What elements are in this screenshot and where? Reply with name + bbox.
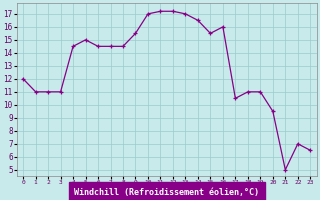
X-axis label: Windchill (Refroidissement éolien,°C): Windchill (Refroidissement éolien,°C) xyxy=(74,188,259,197)
